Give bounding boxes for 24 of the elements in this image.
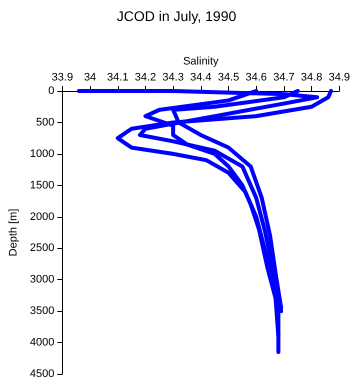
x-tick-label: 33.9 <box>52 72 74 84</box>
y-tick-label: 2000 <box>30 210 54 223</box>
x-tick-label: 34.4 <box>190 72 212 84</box>
x-tick-label: 34.7 <box>273 72 295 84</box>
chart-title: JCOD in July, 1990 <box>116 8 236 24</box>
y-tick-label: 3500 <box>30 305 54 318</box>
y-axis-title: Depth [m] <box>8 208 20 256</box>
x-tick-label: 34.1 <box>107 72 128 84</box>
x-tick-label: 34 <box>84 72 96 84</box>
y-tick-label: 1500 <box>30 179 54 192</box>
x-tick-label: 34.9 <box>328 72 350 84</box>
x-tick-label: 34.2 <box>134 72 156 84</box>
x-tick-label: 34.5 <box>218 72 240 84</box>
x-tick-label: 34.8 <box>300 72 322 84</box>
y-tick-label: 500 <box>36 116 54 128</box>
y-tick-label: 2500 <box>30 242 54 254</box>
y-tick-label: 3000 <box>30 274 54 286</box>
y-tick-label: 0 <box>48 85 54 97</box>
y-tick-label: 4000 <box>30 336 54 349</box>
y-tick-label: 1000 <box>30 148 54 160</box>
x-tick-label: 34.3 <box>162 72 184 84</box>
x-axis-title: Salinity <box>183 56 220 68</box>
y-tick-label: 4500 <box>30 368 54 380</box>
x-tick-label: 34.6 <box>246 72 267 84</box>
